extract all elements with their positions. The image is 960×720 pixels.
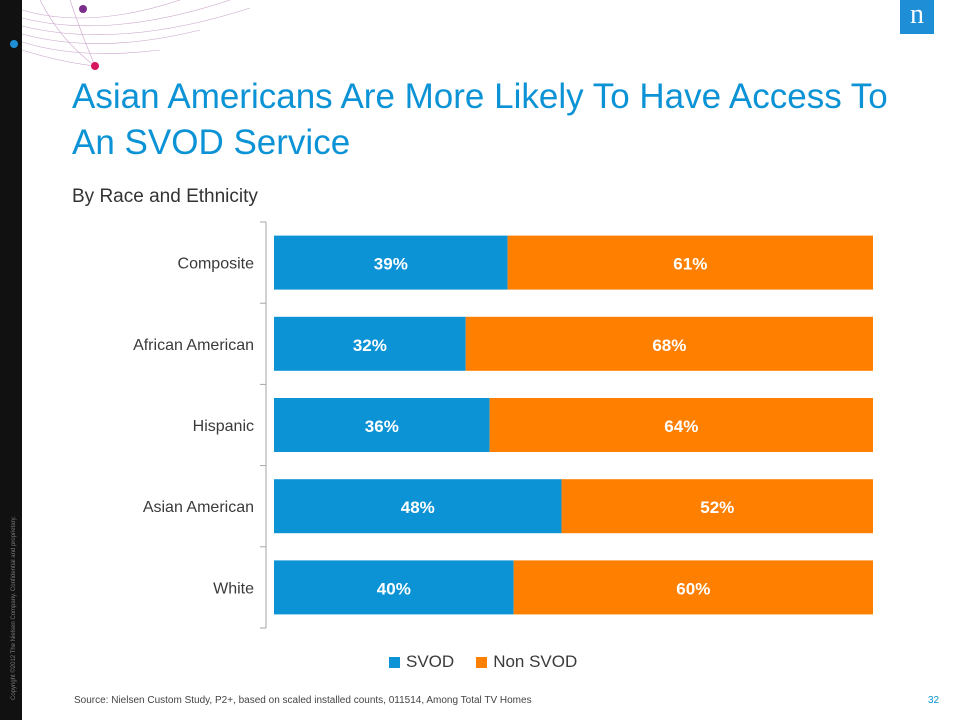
source-note: Source: Nielsen Custom Study, P2+, based… (74, 695, 532, 706)
data-label-svod-hispanic: 36% (365, 417, 399, 436)
bar-svod-asian-american (274, 479, 562, 534)
bar-svod-white (274, 560, 514, 615)
category-label-asian-american: Asian American (143, 499, 254, 516)
bar-non-svod-white (513, 560, 873, 615)
bar-svod-african-american (274, 316, 466, 371)
bar-non-svod-asian-american (561, 479, 873, 534)
title-line-1: Asian Americans Are More Likely To Have … (72, 77, 888, 116)
data-label-svod-white: 40% (377, 579, 411, 598)
slide-subtitle: By Race and Ethnicity (72, 186, 258, 207)
left-strip (0, 0, 22, 720)
legend-label-non-svod: Non SVOD (493, 652, 578, 671)
decorative-network-graphic (10, 0, 251, 70)
category-label-hispanic: Hispanic (193, 418, 254, 435)
deco-dot-purple (79, 5, 87, 13)
data-label-non-svod-african-american: 68% (652, 336, 686, 355)
category-label-composite: Composite (178, 256, 255, 273)
data-label-non-svod-composite: 61% (673, 255, 707, 274)
data-label-non-svod-asian-american: 52% (700, 498, 734, 517)
bar-non-svod-african-american (465, 316, 873, 371)
chart-legend: SVOD Non SVOD (389, 651, 599, 673)
nielsen-logo: n (900, 0, 934, 34)
legend-label-svod: SVOD (406, 652, 455, 671)
bar-svod-composite (274, 235, 508, 290)
legend-swatch-svod (389, 656, 400, 668)
bar-svod-hispanic (274, 398, 490, 452)
category-label-african-american: African American (133, 337, 254, 354)
data-label-non-svod-hispanic: 64% (664, 417, 698, 436)
bar-non-svod-hispanic (489, 398, 873, 452)
deco-dot-red (91, 62, 99, 70)
slide-title: Asian Americans Are More Likely To Have … (72, 74, 932, 166)
page-number: 32 (928, 695, 940, 706)
legend-item-non-svod: Non SVOD (476, 652, 577, 672)
data-label-svod-african-american: 32% (353, 336, 387, 355)
data-label-svod-composite: 39% (374, 255, 408, 274)
data-label-svod-asian-american: 48% (401, 498, 435, 517)
bar-non-svod-composite (507, 235, 873, 290)
legend-item-svod: SVOD (389, 652, 454, 672)
legend-swatch-non-svod (476, 656, 488, 668)
title-line-2: An SVOD Service (72, 123, 351, 162)
data-label-non-svod-white: 60% (676, 579, 710, 598)
deco-dot-blue (10, 40, 18, 48)
category-label-white: White (213, 580, 254, 597)
